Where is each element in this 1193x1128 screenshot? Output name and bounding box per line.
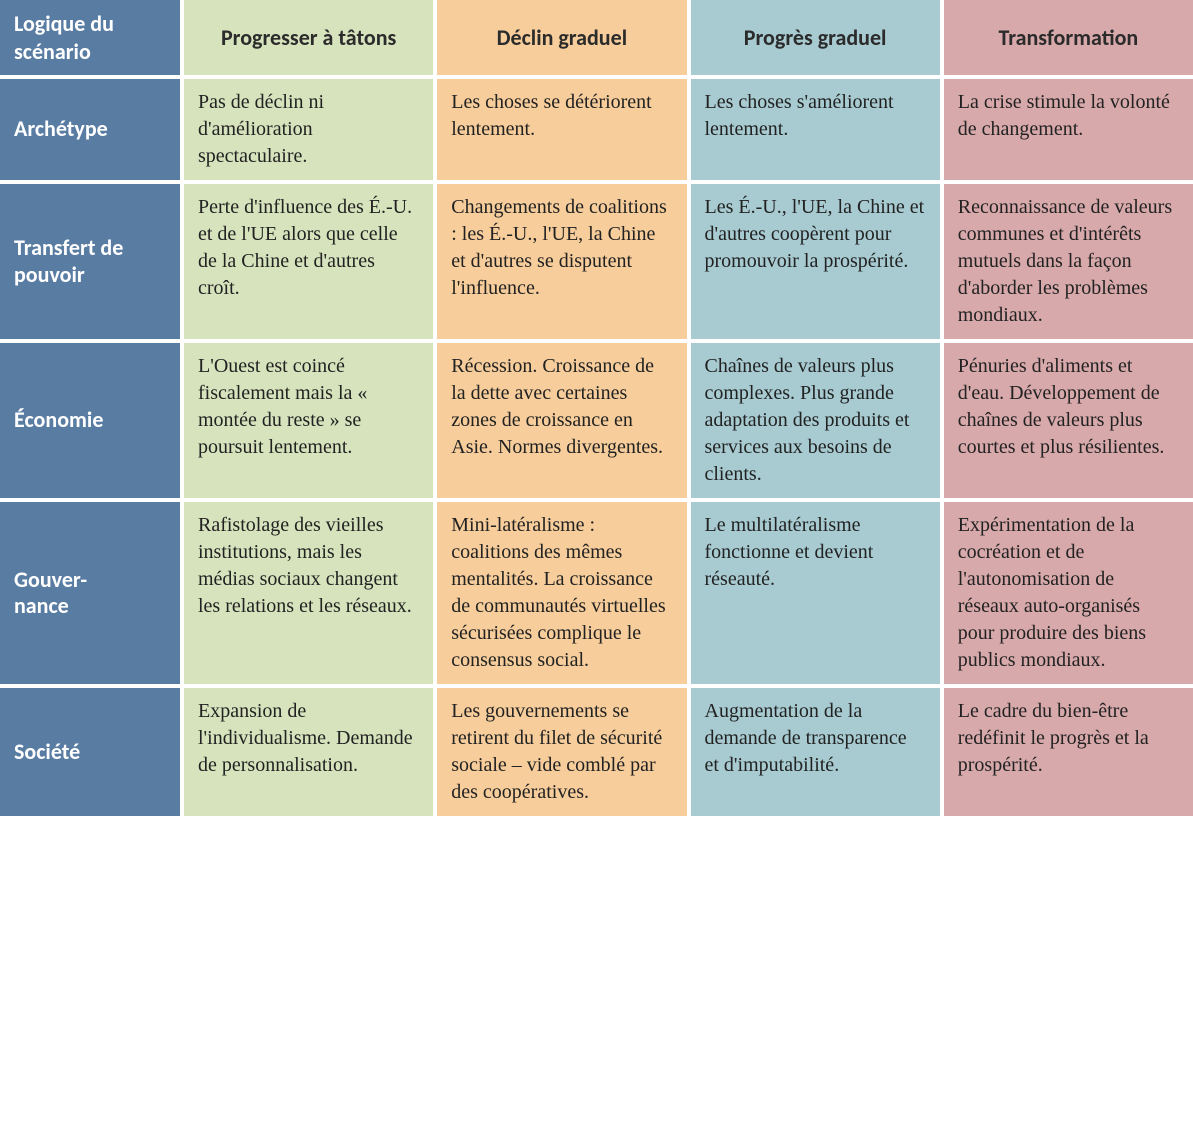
cell-r3-c1: Mini-latéralisme : coalitions des mêmes …: [437, 502, 686, 684]
cell-r1-c0: Perte d'influence des É.-U. et de l'UE a…: [184, 184, 433, 339]
cell-r2-c2: Chaînes de valeurs plus complexes. Plus …: [691, 343, 940, 498]
row-label-3: Gouver-nance: [0, 502, 180, 684]
cell-r4-c1: Les gouvernements se retirent du filet d…: [437, 688, 686, 816]
row-label-2: Économie: [0, 343, 180, 498]
row-label-1: Transfert de pouvoir: [0, 184, 180, 339]
col-header-2: Progrès graduel: [691, 0, 940, 75]
cell-r1-c2: Les É.-U., l'UE, la Chine et d'autres co…: [691, 184, 940, 339]
cell-r4-c3: Le cadre du bien-être redéfinit le progr…: [944, 688, 1193, 816]
scenario-table: Logique du scénarioProgresser à tâtonsDé…: [0, 0, 1193, 816]
cell-r2-c1: Récession. Croissance de la dette avec c…: [437, 343, 686, 498]
cell-r2-c3: Pénuries d'aliments et d'eau. Développem…: [944, 343, 1193, 498]
col-header-1: Déclin graduel: [437, 0, 686, 75]
row-label-0: Archétype: [0, 79, 180, 180]
cell-r3-c2: Le multilatéralisme fonctionne et devien…: [691, 502, 940, 684]
col-header-0: Progresser à tâtons: [184, 0, 433, 75]
cell-r4-c2: Augmentation de la demande de transparen…: [691, 688, 940, 816]
cell-r4-c0: Expansion de l'individualisme. Demande d…: [184, 688, 433, 816]
cell-r0-c3: La crise stimule la volonté de changemen…: [944, 79, 1193, 180]
cell-r0-c0: Pas de déclin ni d'amélioration spectacu…: [184, 79, 433, 180]
corner-label: Logique du scénario: [0, 0, 180, 75]
cell-r2-c0: L'Ouest est coincé fiscalement mais la «…: [184, 343, 433, 498]
cell-r0-c1: Les choses se détériorent lentement.: [437, 79, 686, 180]
cell-r1-c3: Reconnaissance de valeurs communes et d'…: [944, 184, 1193, 339]
cell-r0-c2: Les choses s'améliorent lentement.: [691, 79, 940, 180]
cell-r3-c0: Rafistolage des vieilles institutions, m…: [184, 502, 433, 684]
cell-r1-c1: Changements de coalitions : les É.-U., l…: [437, 184, 686, 339]
cell-r3-c3: Expérimentation de la cocréation et de l…: [944, 502, 1193, 684]
col-header-3: Transformation: [944, 0, 1193, 75]
row-label-4: Société: [0, 688, 180, 816]
